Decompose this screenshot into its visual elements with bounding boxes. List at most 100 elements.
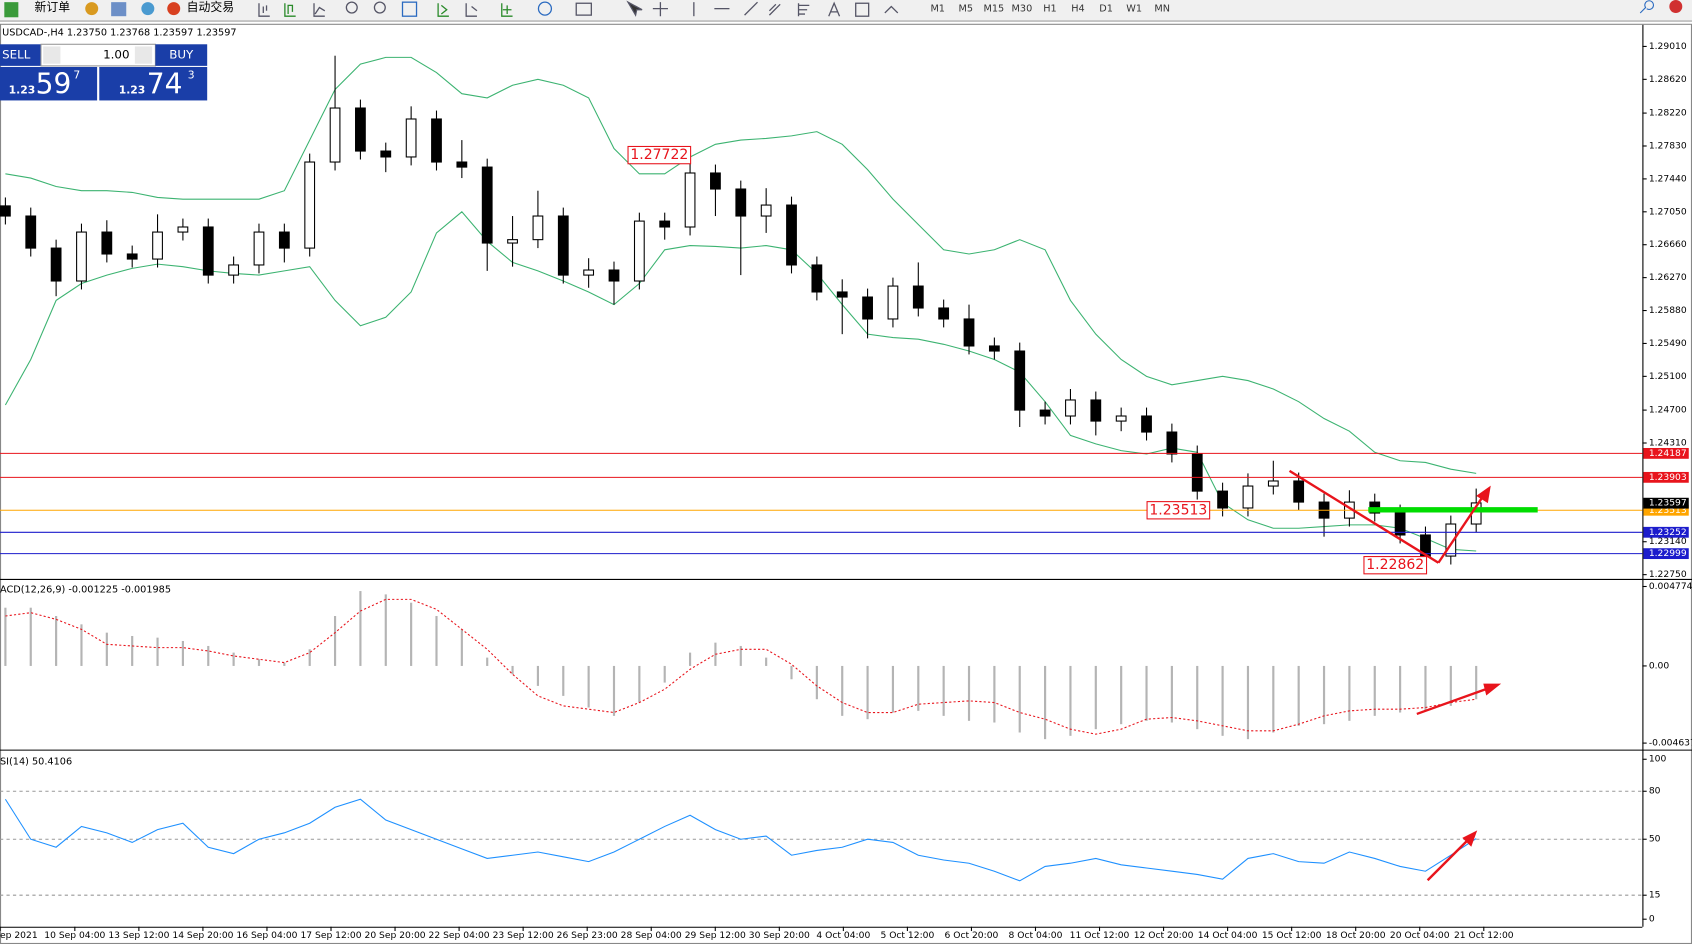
new-order-icon[interactable]	[4, 2, 19, 18]
macd-bar	[638, 665, 641, 703]
price-annotation-box	[1146, 501, 1211, 520]
macd-bar	[1145, 665, 1148, 721]
icon[interactable]	[437, 3, 449, 17]
candle-body	[735, 188, 747, 217]
macd-bar	[663, 665, 666, 683]
macd-bar	[511, 665, 514, 675]
y-tick-label: 50	[1649, 834, 1661, 845]
macd-bar	[1069, 665, 1072, 736]
candle-body	[1065, 399, 1076, 417]
icon[interactable]	[258, 3, 270, 17]
auto-trade-button[interactable]: 自动交易	[187, 0, 234, 14]
icon[interactable]	[575, 2, 592, 16]
chart-title: USDCAD-,H4 1.23750 1.23768 1.23597 1.235…	[2, 27, 236, 38]
sell-label[interactable]: SELL	[2, 48, 31, 62]
icon[interactable]	[85, 2, 99, 16]
price-annotation: 1.22862	[1366, 557, 1424, 573]
icon[interactable]	[652, 2, 668, 17]
icon[interactable]	[141, 2, 155, 16]
lots-up[interactable]	[134, 46, 153, 64]
new-order-button[interactable]: 新订单	[35, 0, 71, 14]
candle-body	[938, 307, 950, 320]
candle-body	[710, 172, 721, 190]
macd-bar	[891, 665, 895, 713]
x-tick-label: 28 Sep 04:00	[621, 930, 682, 941]
macd-bar	[942, 665, 945, 716]
icon[interactable]	[465, 3, 478, 17]
timeframe-button[interactable]: W1	[1126, 4, 1142, 15]
timeframe-button[interactable]: H4	[1071, 4, 1084, 15]
icon[interactable]	[537, 1, 553, 16]
auto-trade-icon[interactable]	[167, 2, 181, 16]
rsi-title: SI(14) 50.4106	[0, 756, 72, 767]
candle-body	[1394, 512, 1406, 536]
candle-body	[811, 264, 823, 293]
x-tick-label: 14 Sep 20:00	[172, 930, 233, 941]
icon[interactable]	[313, 3, 326, 17]
macd-bar	[1322, 665, 1326, 725]
lots-value[interactable]: 1.00	[103, 48, 129, 62]
timeframe-button[interactable]: D1	[1099, 4, 1113, 15]
price-annotation-box	[627, 145, 692, 165]
lots-down[interactable]	[43, 46, 61, 64]
candle-body	[304, 161, 316, 249]
icon[interactable]	[373, 1, 386, 14]
arrow-head	[1483, 683, 1502, 696]
candle-body	[557, 215, 569, 276]
icon[interactable]	[768, 3, 781, 16]
buy-price-small: 3	[188, 69, 195, 82]
candle-body	[862, 296, 873, 320]
macd-bar	[1221, 665, 1224, 736]
candle-body	[228, 264, 240, 276]
icon[interactable]	[284, 3, 296, 17]
tool-icons[interactable]	[258, 0, 899, 17]
timeframe-button[interactable]: M30	[1012, 4, 1033, 15]
x-tick-label: 13 Sep 12:00	[108, 930, 169, 941]
price-level-tag	[1643, 471, 1689, 483]
candle-body	[101, 231, 113, 255]
icon[interactable]	[111, 2, 127, 17]
icon[interactable]	[345, 1, 358, 14]
icon[interactable]	[401, 1, 418, 17]
macd-bar	[131, 635, 134, 666]
icon[interactable]	[797, 3, 810, 17]
y-tick-label: 1.25880	[1649, 305, 1687, 316]
candle-body	[431, 118, 442, 163]
buy-label[interactable]: BUY	[169, 48, 194, 62]
icon[interactable]	[626, 0, 643, 17]
timeframe-button[interactable]: M1	[930, 4, 945, 15]
macd-bar	[587, 665, 590, 708]
macd-bar	[562, 665, 565, 696]
candle-body	[152, 231, 163, 260]
icon[interactable]	[828, 1, 841, 17]
x-tick-label: 6 Oct 20:00	[945, 930, 999, 941]
sell-button[interactable]	[0, 44, 42, 66]
candle-body	[253, 231, 265, 266]
sell-price-box[interactable]	[0, 66, 98, 101]
macd-bar	[207, 645, 210, 666]
candle-body	[380, 150, 392, 158]
macd-bar	[308, 649, 311, 666]
timeframe-button[interactable]: M15	[983, 4, 1004, 15]
price-level-tag	[1643, 526, 1689, 538]
macd-title: ACD(12,26,9) -0.001225 -0.001985	[0, 585, 171, 596]
macd-bar	[4, 607, 7, 666]
icon[interactable]	[855, 2, 870, 17]
icon[interactable]	[501, 3, 513, 17]
candle-body	[76, 231, 87, 282]
icon[interactable]	[884, 5, 899, 14]
timeframe-button[interactable]: M5	[959, 4, 974, 15]
notification-icon[interactable]	[1669, 0, 1683, 13]
arrow-head	[1462, 830, 1478, 847]
candle-body	[202, 226, 214, 276]
buy-button[interactable]	[155, 44, 208, 66]
toolbar-bg	[0, 0, 1692, 21]
search-icon[interactable]	[1639, 0, 1654, 14]
buy-price-box[interactable]	[99, 66, 208, 101]
x-tick-label: 26 Sep 23:00	[557, 930, 618, 941]
timeframe-button[interactable]: H1	[1043, 4, 1056, 15]
price-level-label: 1.24187	[1649, 448, 1687, 459]
icon[interactable]	[744, 1, 758, 16]
candle-body	[481, 166, 493, 244]
timeframe-button[interactable]: MN	[1154, 4, 1170, 15]
